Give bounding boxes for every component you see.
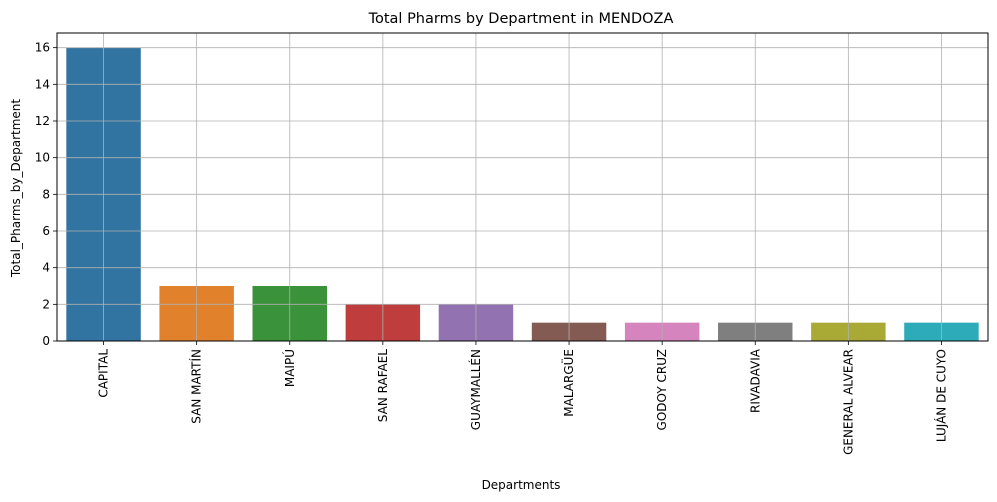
- x-tick-label: GENERAL ALVEAR: [841, 349, 855, 455]
- x-tick-label: CAPITAL: [97, 349, 111, 398]
- x-tick-label: LUJÁN DE CUYO: [933, 349, 948, 442]
- y-tick-label: 4: [42, 261, 50, 275]
- axes: 0 2 4 6 8 10 12 14 16 CAPITAL SAN MARTÍN MAIPÚ SAN R…: [35, 32, 989, 455]
- y-tick-label: 10: [35, 151, 50, 165]
- x-tick-label: RIVADAVIA: [748, 348, 762, 413]
- plot-frame: [56, 32, 989, 342]
- y-tick-label: 0: [42, 334, 50, 348]
- x-tick-label: MAIPÚ: [282, 349, 297, 387]
- x-axis-label: Departments: [482, 478, 561, 492]
- x-tick-label: GODOY CRUZ: [655, 349, 669, 430]
- gridlines: [57, 33, 988, 342]
- y-tick-label: 16: [35, 41, 50, 55]
- x-tick-label: SAN RAFAEL: [376, 349, 390, 422]
- y-tick-label: 6: [42, 224, 50, 238]
- chart-title: Total Pharms by Department in MENDOZA: [368, 11, 674, 27]
- y-tick-label: 2: [42, 297, 50, 311]
- x-tick-label: GUAYMALLÉN: [468, 349, 483, 430]
- x-tick-label: SAN MARTÍN: [189, 349, 204, 424]
- y-axis-label: Total_Pharms_by_Department: [9, 99, 23, 279]
- x-tick-label: MALARGÜE: [560, 349, 576, 417]
- y-tick-label: 8: [42, 187, 50, 201]
- y-tick-label: 12: [35, 114, 50, 128]
- y-tick-label: 14: [35, 77, 50, 91]
